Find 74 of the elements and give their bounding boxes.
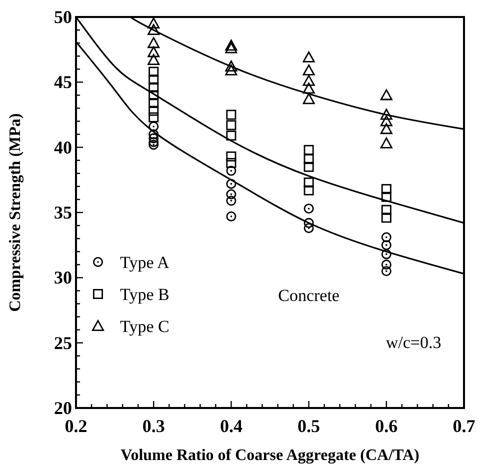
annotation: Concrete (278, 286, 340, 306)
point (148, 18, 160, 29)
point (226, 189, 236, 200)
y-axis-title: Compressive Strength (MPa) (7, 113, 24, 312)
point (381, 184, 392, 194)
point (304, 223, 314, 234)
x-tick-label: 0.7 (452, 416, 476, 436)
point (226, 110, 236, 120)
point (381, 212, 392, 223)
point (226, 158, 236, 168)
y-tick-label: 35 (54, 202, 72, 222)
point (148, 37, 160, 48)
point (226, 166, 236, 176)
point (226, 120, 236, 130)
point (226, 130, 236, 141)
point (380, 115, 392, 126)
point (302, 82, 315, 94)
point (148, 74, 159, 85)
point (381, 266, 392, 276)
point (225, 64, 238, 76)
y-tick-label: 20 (54, 398, 72, 418)
point (302, 93, 315, 104)
point (148, 106, 159, 116)
point (148, 82, 159, 92)
x-tick-label: 0.2 (64, 416, 88, 436)
point (304, 144, 314, 155)
point (380, 89, 392, 100)
y-tick-label: 25 (54, 332, 72, 353)
point (225, 42, 238, 54)
point (304, 154, 314, 164)
point (380, 108, 392, 120)
point (148, 66, 159, 77)
y-tick-label: 45 (54, 72, 72, 92)
x-tick-label: 0.4 (220, 416, 242, 436)
point (304, 178, 314, 188)
point (380, 137, 392, 148)
point (148, 98, 159, 108)
x-tick-label: 0.6 (375, 416, 398, 436)
point (226, 211, 236, 222)
point (148, 24, 160, 36)
legend-label: Type A (120, 253, 170, 272)
point (304, 204, 314, 214)
point (304, 162, 314, 172)
annotation: w/c=0.3 (386, 333, 442, 352)
point (381, 240, 392, 250)
point (226, 196, 236, 206)
x-tick-label: 0.3 (142, 416, 165, 436)
point (381, 192, 392, 202)
x-tick-label: 0.5 (298, 416, 320, 436)
point (148, 112, 159, 122)
point (225, 40, 238, 51)
point (148, 90, 159, 100)
point (381, 232, 392, 242)
y-tick-label: 50 (54, 7, 72, 27)
point (148, 46, 160, 58)
point (381, 249, 392, 260)
point (302, 51, 315, 62)
legend-label: Type B (120, 285, 170, 304)
point (381, 204, 392, 215)
point (226, 151, 236, 162)
point (304, 218, 314, 228)
y-tick-label: 30 (54, 268, 72, 288)
point (302, 64, 315, 76)
point (148, 140, 159, 150)
point (225, 60, 238, 72)
legend-label: Type C (120, 317, 170, 336)
point (304, 185, 314, 196)
point (148, 54, 160, 66)
point (381, 260, 392, 270)
point (226, 178, 236, 189)
point (302, 74, 315, 86)
y-tick-label: 40 (54, 137, 72, 158)
x-axis-title: Volume Ratio of Coarse Aggregate (CA/TA) (120, 447, 420, 464)
point (380, 123, 392, 134)
